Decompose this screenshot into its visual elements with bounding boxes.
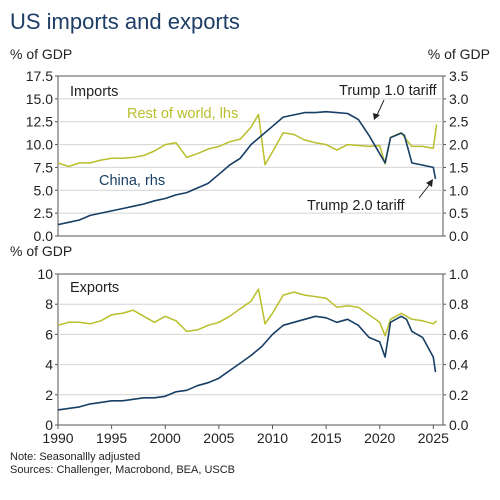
imports-plot-frame — [57, 75, 444, 237]
series-label-rest-of-world-imports: Rest of world, lhs — [127, 106, 238, 122]
y-tick-right-0.6: 0.6 — [449, 326, 469, 342]
arrow-trump-2-tariff — [418, 183, 431, 199]
y-tick-right-0.5: 0.5 — [449, 205, 469, 221]
x-tick-2000: 2000 — [150, 430, 181, 446]
y-tick-left-0: 0 — [45, 417, 53, 433]
exports-panel-title: Exports — [70, 280, 119, 296]
y-tick-left-12.5: 12.5 — [26, 114, 53, 130]
footnote: Note: Seasonallly adjusted Sources: Chal… — [10, 451, 235, 477]
y-tick-right-3.5: 3.5 — [449, 68, 469, 84]
imports-panel: 0.0 2.5 5.0 7.5 10.0 12.5 15.0 17.5 0.0 0.5 1.0 1.… — [26, 68, 469, 244]
series-line-china — [57, 315, 437, 411]
x-tick-2015: 2015 — [311, 430, 342, 446]
y-tick-right-3.0: 3.0 — [449, 91, 469, 107]
y-tick-left-6: 6 — [45, 326, 53, 342]
y-tick-left-2.5: 2.5 — [34, 205, 54, 221]
annotation-trump-1-tariff: Trump 1.0 tariff — [339, 83, 437, 99]
y-tick-left-5.0: 5.0 — [34, 182, 54, 198]
y-tick-left-10.0: 10.0 — [26, 137, 53, 153]
arrowhead-trump-2-tariff — [426, 179, 433, 187]
y-tick-right-0.0: 0.0 — [449, 228, 469, 244]
y-tick-right-0.2: 0.2 — [449, 387, 469, 403]
series-line-rest-of-world — [57, 288, 438, 337]
x-tick-1990: 1990 — [42, 430, 73, 446]
exports-panel: 0 2 4 6 8 10 0.0 0.2 0.4 0.6 0.8 1.0 1990 1995 2000 2… — [37, 266, 468, 446]
arrow-trump-1-tariff — [376, 99, 385, 116]
y-tick-left-15.0: 15.0 — [26, 91, 53, 107]
imports-left-axis-unit: % of GDP — [10, 46, 73, 62]
y-tick-right-2.5: 2.5 — [449, 114, 469, 130]
y-tick-left-0.0: 0.0 — [34, 228, 54, 244]
x-tick-2020: 2020 — [364, 430, 395, 446]
y-tick-left-8: 8 — [45, 296, 53, 312]
note-text: Note: Seasonallly adjusted — [10, 451, 141, 463]
y-tick-left-2: 2 — [45, 387, 53, 403]
y-tick-left-10: 10 — [37, 266, 53, 282]
x-tick-2005: 2005 — [203, 430, 234, 446]
y-tick-right-0.0: 0.0 — [449, 417, 469, 433]
x-tick-2010: 2010 — [257, 430, 288, 446]
annotation-trump-2-tariff: Trump 2.0 tariff — [307, 198, 405, 214]
series-label-china-imports: China, rhs — [99, 173, 165, 189]
y-tick-right-1.0: 1.0 — [449, 182, 469, 198]
series-line-china-rhs — [57, 110, 437, 226]
series-line-rest-of-world-lhs — [57, 113, 438, 168]
exports-left-axis-unit: % of GDP — [10, 243, 73, 259]
chart-title: US imports and exports — [10, 9, 240, 34]
imports-right-axis-unit: % of GDP — [427, 46, 490, 62]
y-tick-right-0.8: 0.8 — [449, 296, 469, 312]
y-tick-left-4: 4 — [45, 357, 53, 373]
x-tick-1995: 1995 — [96, 430, 127, 446]
y-tick-right-1.0: 1.0 — [449, 266, 469, 282]
y-tick-right-0.4: 0.4 — [449, 357, 469, 373]
y-tick-left-7.5: 7.5 — [34, 159, 54, 175]
y-tick-left-17.5: 17.5 — [26, 68, 53, 84]
arrowhead-trump-1-tariff — [373, 113, 380, 120]
imports-panel-title: Imports — [70, 84, 118, 100]
sources-text: Sources: Challenger, Macrobond, BEA, USC… — [10, 464, 236, 476]
x-tick-2025: 2025 — [418, 430, 449, 446]
y-tick-right-1.5: 1.5 — [449, 159, 469, 175]
exports-plot-frame — [57, 273, 444, 426]
y-tick-right-2.0: 2.0 — [449, 137, 469, 153]
